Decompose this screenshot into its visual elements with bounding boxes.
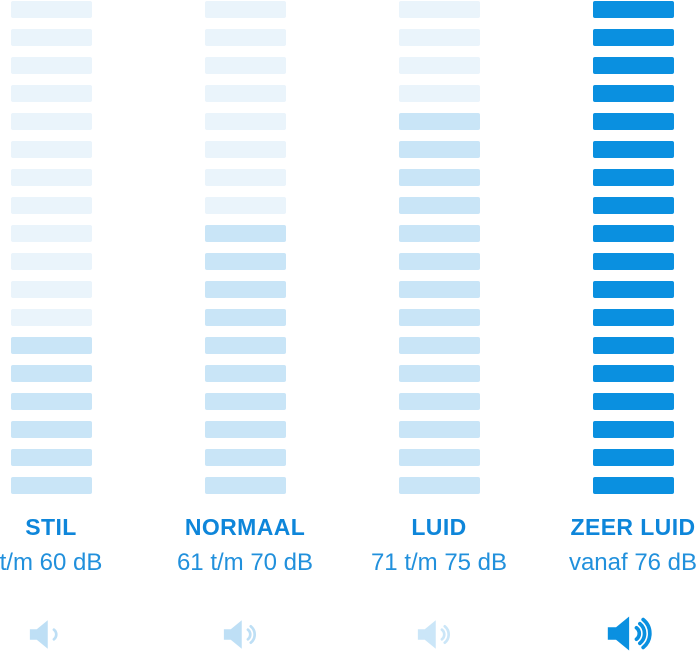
volume-bar-segment xyxy=(204,141,286,158)
volume-bar-segment xyxy=(10,57,92,74)
volume-bar-segment xyxy=(398,1,480,18)
volume-bar-segment xyxy=(592,169,674,186)
volume-bar-segment xyxy=(10,477,92,494)
volume-bar-segment xyxy=(398,421,480,438)
volume-bar-segment xyxy=(398,393,480,410)
volume-bar-segment xyxy=(204,421,286,438)
volume-bar-segment xyxy=(10,421,92,438)
volume-bar-segment xyxy=(10,1,92,18)
volume-bars-normaal xyxy=(204,0,286,494)
level-db-range: 61 t/m 70 dB xyxy=(176,549,314,576)
volume-bar-segment xyxy=(10,281,92,298)
volume-bar-segment xyxy=(592,337,674,354)
level-label: NORMAAL xyxy=(184,514,306,540)
volume-bar-segment xyxy=(398,281,480,298)
volume-bar-segment xyxy=(10,141,92,158)
speaker-volume-1-icon xyxy=(25,615,77,654)
volume-bar-segment xyxy=(10,113,92,130)
volume-bar-segment xyxy=(204,477,286,494)
volume-bar-segment xyxy=(204,57,286,74)
volume-bar-segment xyxy=(398,169,480,186)
volume-bar-segment xyxy=(204,449,286,466)
volume-bar-segment xyxy=(204,169,286,186)
volume-bar-segment xyxy=(398,449,480,466)
volume-bar-segment xyxy=(592,1,674,18)
volume-bar-segment xyxy=(398,141,480,158)
speaker-volume-2-icon xyxy=(413,615,465,654)
volume-bar-segment xyxy=(10,393,92,410)
volume-bar-segment xyxy=(10,225,92,242)
volume-bar-segment xyxy=(204,393,286,410)
volume-bar-segment xyxy=(204,337,286,354)
volume-bar-segment xyxy=(592,197,674,214)
volume-bar-segment xyxy=(10,365,92,382)
level-column-zeer-luid: ZEER LUID vanaf 76 dB xyxy=(533,0,700,656)
level-db-range: vanaf 76 dB xyxy=(568,549,698,576)
volume-bar-segment xyxy=(592,113,674,130)
volume-bar-segment xyxy=(398,225,480,242)
level-db-range: 71 t/m 75 dB xyxy=(370,549,508,576)
volume-bar-segment xyxy=(398,85,480,102)
level-column-luid: LUID 71 t/m 75 dB xyxy=(339,0,539,656)
volume-bar-segment xyxy=(398,253,480,270)
volume-bar-segment xyxy=(10,85,92,102)
volume-bar-segment xyxy=(592,29,674,46)
volume-bar-segment xyxy=(592,57,674,74)
volume-bar-segment xyxy=(592,421,674,438)
volume-bar-segment xyxy=(204,29,286,46)
volume-bar-segment xyxy=(592,141,674,158)
volume-bar-segment xyxy=(204,309,286,326)
volume-bar-segment xyxy=(204,253,286,270)
volume-bar-segment xyxy=(592,253,674,270)
volume-bar-segment xyxy=(398,477,480,494)
volume-bar-segment xyxy=(592,281,674,298)
level-db-range: t/m 60 dB xyxy=(0,549,103,576)
speaker-volume-2-icon xyxy=(219,615,271,654)
volume-bar-segment xyxy=(592,365,674,382)
volume-bar-segment xyxy=(204,85,286,102)
volume-bar-segment xyxy=(10,309,92,326)
volume-bar-segment xyxy=(592,449,674,466)
volume-bar-segment xyxy=(204,197,286,214)
volume-bar-segment xyxy=(10,449,92,466)
volume-bar-segment xyxy=(398,337,480,354)
level-label: LUID xyxy=(411,514,467,540)
volume-bar-segment xyxy=(10,29,92,46)
volume-bar-segment xyxy=(592,225,674,242)
volume-bar-segment xyxy=(398,365,480,382)
volume-bars-zeer-luid xyxy=(592,0,674,494)
volume-bar-segment xyxy=(204,225,286,242)
volume-bar-segment xyxy=(592,393,674,410)
volume-bar-segment xyxy=(10,253,92,270)
volume-bar-segment xyxy=(398,29,480,46)
level-label: ZEER LUID xyxy=(570,514,696,540)
volume-bar-segment xyxy=(204,365,286,382)
volume-bar-segment xyxy=(592,309,674,326)
level-label: STIL xyxy=(25,514,77,540)
volume-bar-segment xyxy=(10,337,92,354)
volume-bar-segment xyxy=(10,197,92,214)
volume-bar-segment xyxy=(398,57,480,74)
volume-bars-luid xyxy=(398,0,480,494)
speaker-volume-3-icon xyxy=(602,612,664,655)
volume-bar-segment xyxy=(398,113,480,130)
volume-bar-segment xyxy=(204,1,286,18)
volume-bar-segment xyxy=(592,85,674,102)
volume-bar-segment xyxy=(592,477,674,494)
level-column-stil: STIL t/m 60 dB xyxy=(0,0,151,656)
volume-bar-segment xyxy=(204,113,286,130)
volume-bar-segment xyxy=(204,281,286,298)
level-column-normaal: NORMAAL 61 t/m 70 dB xyxy=(145,0,345,656)
volume-bar-segment xyxy=(10,169,92,186)
volume-bars-stil xyxy=(10,0,92,494)
volume-bar-segment xyxy=(398,309,480,326)
volume-bar-segment xyxy=(398,197,480,214)
